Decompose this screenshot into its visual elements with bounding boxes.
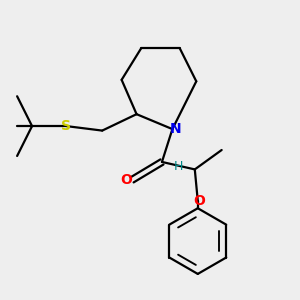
Text: N: N	[169, 122, 181, 136]
Text: O: O	[120, 173, 132, 187]
Text: S: S	[61, 119, 71, 133]
Text: H: H	[174, 160, 183, 173]
Text: O: O	[193, 194, 205, 208]
